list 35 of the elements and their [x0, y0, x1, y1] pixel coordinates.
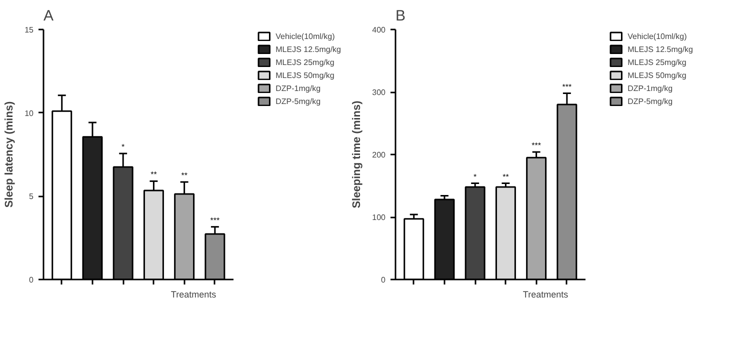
- y-axis-title: Sleeping time (mins): [351, 100, 364, 208]
- data-label: **: [502, 172, 509, 182]
- y-tick-label: 100: [372, 213, 386, 222]
- data-label: **: [181, 171, 188, 180]
- legend-label: Vehicle(10ml/kg): [276, 31, 335, 41]
- chart-title: A: [44, 8, 54, 24]
- y-tick-label: 5: [29, 192, 34, 202]
- chart-title: B: [396, 8, 406, 24]
- legend-label: MLEJS 25mg/kg: [276, 57, 334, 67]
- legend-label: MLEJS 25mg/kg: [628, 57, 686, 67]
- legend-label: DZP-5mg/kg: [628, 96, 673, 106]
- legend-label: MLEJS 50mg/kg: [628, 70, 686, 80]
- x-axis-title: Treatments: [170, 290, 217, 300]
- legend-label: Vehicle(10ml/kg): [628, 31, 687, 41]
- data-label: **: [150, 170, 157, 180]
- y-tick-label: 300: [372, 88, 386, 97]
- legend-label: MLEJS 12.5mg/kg: [628, 44, 693, 54]
- y-tick-label: 10: [24, 108, 34, 118]
- data-label: *: [474, 172, 477, 182]
- legend-label: MLEJS 50mg/kg: [276, 70, 334, 80]
- data-label: ***: [532, 141, 541, 150]
- legend-label: DZP-1mg/kg: [628, 83, 673, 93]
- data-label: ***: [210, 216, 220, 225]
- legend-label: DZP-5mg/kg: [276, 96, 321, 106]
- y-axis-title: Sleep latency (mins): [4, 100, 16, 208]
- legend-label: DZP-1mg/kg: [276, 83, 321, 93]
- x-axis-title: Treatments: [522, 290, 569, 300]
- data-label: ***: [562, 82, 572, 92]
- legend-label: MLEJS 12.5mg/kg: [276, 44, 341, 54]
- y-tick-label: 15: [24, 26, 34, 34]
- y-tick-label: 400: [372, 26, 386, 34]
- y-tick-label: 0: [381, 276, 386, 284]
- y-tick-label: 200: [372, 150, 386, 160]
- y-tick-label: 0: [29, 276, 34, 284]
- data-label: *: [122, 142, 125, 152]
